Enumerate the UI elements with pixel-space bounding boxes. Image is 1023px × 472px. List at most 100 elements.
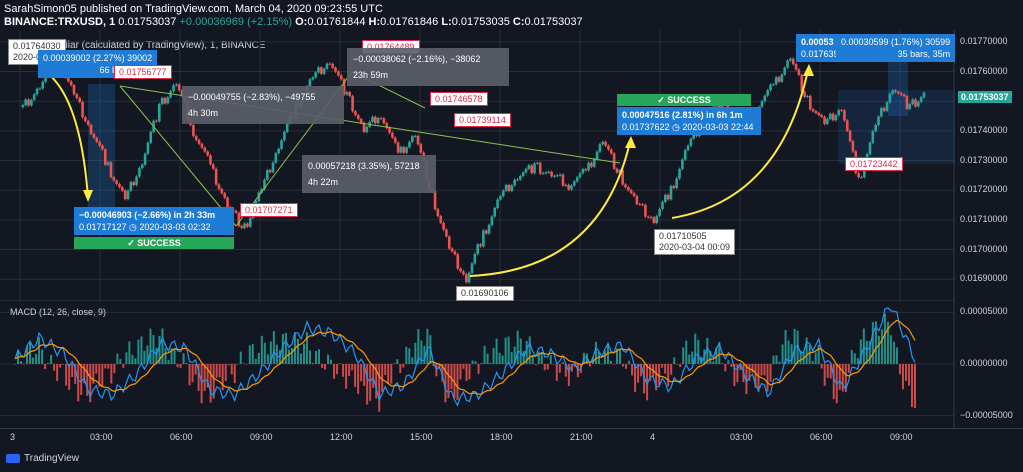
price-bar: [888, 93, 892, 103]
price-bar: [544, 172, 548, 174]
price-bar: [789, 58, 792, 61]
time-tick-label: 21:00: [570, 432, 593, 442]
price-bar: [359, 119, 363, 123]
macd-histogram-bar: [549, 355, 552, 364]
macd-histogram-bar: [685, 340, 688, 364]
macd-histogram-bar: [676, 364, 679, 365]
price-bar: [783, 67, 787, 75]
price-bar: [217, 184, 221, 189]
price-bar: [826, 118, 829, 124]
time-tick-label: 06:00: [170, 432, 193, 442]
macd-histogram-bar: [573, 364, 576, 367]
price-bar: [447, 236, 451, 249]
price-bar: [157, 104, 161, 122]
price-bar: [817, 113, 821, 115]
price-bar: [800, 74, 804, 92]
price-bar: [260, 189, 263, 193]
price-bar: [69, 81, 73, 86]
macd-histogram-bar: [673, 357, 676, 364]
price-bar: [791, 58, 795, 65]
time-tick-label: 15:00: [410, 432, 433, 442]
top-left-date: 2020-03-0: [13, 52, 55, 62]
gray2-b: 23h 59m: [353, 70, 389, 80]
macd-histogram-bar: [128, 341, 131, 364]
macd-histogram-bar: [838, 364, 841, 390]
price-bar: [519, 175, 522, 180]
price-bar: [413, 135, 417, 137]
price-bar: [496, 199, 499, 208]
price-bar: [328, 63, 332, 65]
macd-histogram-bar: [901, 364, 904, 390]
price-bar: [658, 208, 661, 216]
price-bar: [490, 216, 494, 225]
price-bar: [521, 172, 525, 176]
price-bar: [911, 99, 914, 105]
time-tick-label: 4: [650, 432, 656, 442]
macd-histogram-bar: [474, 361, 477, 364]
macd-histogram-bar: [910, 364, 913, 408]
macd-histogram-bar: [823, 364, 826, 386]
macd-histogram-bar: [477, 364, 480, 374]
macd-histogram-bar: [275, 344, 278, 364]
price-bar: [618, 170, 622, 173]
macd-histogram-bar: [272, 330, 275, 364]
price-bar: [553, 175, 556, 177]
macd-histogram-bar: [342, 364, 345, 377]
macd-histogram-bar: [221, 364, 224, 391]
macd-histogram-bar: [107, 364, 110, 369]
price-bar: [433, 190, 437, 210]
price-bar: [311, 77, 315, 80]
gray1-b: 4h 30m: [188, 108, 219, 118]
price-note-red5: 0.01707271: [240, 203, 298, 217]
macd-histogram-bar: [396, 359, 399, 364]
macd-histogram-bar: [640, 364, 643, 377]
price-bar: [21, 105, 25, 108]
macd-chart[interactable]: [0, 300, 955, 428]
macd-histogram-bar: [71, 364, 74, 377]
price-bar: [379, 118, 383, 120]
tradingview-logo[interactable]: TradingView: [6, 453, 79, 464]
price-bar: [129, 182, 133, 191]
price-bar: [334, 67, 337, 72]
macd-histogram-bar: [799, 350, 802, 364]
macd-histogram-bar: [721, 363, 724, 364]
price-bar: [391, 132, 394, 138]
macd-histogram-bar: [80, 364, 83, 395]
macd-histogram-bar: [597, 352, 600, 364]
macd-histogram-bar: [158, 335, 161, 364]
macd-histogram-bar: [417, 329, 420, 364]
macd-histogram-bar: [269, 341, 272, 364]
macd-histogram-bar: [880, 329, 883, 364]
macd-histogram-bar: [609, 361, 612, 364]
high-label: H:: [368, 16, 381, 28]
price-bar: [629, 190, 633, 194]
price-bar: [445, 229, 448, 237]
low-label: L:: [441, 16, 452, 28]
macd-histogram-bar: [808, 345, 811, 364]
price-bar: [38, 88, 42, 90]
price-bar: [246, 223, 249, 227]
price-bar: [374, 116, 377, 124]
macd-histogram-bar: [257, 352, 260, 364]
macd-histogram-bar: [489, 362, 492, 364]
price-bar: [115, 180, 118, 184]
price-bar: [769, 84, 772, 91]
macd-histogram-bar: [646, 364, 649, 401]
price-bar: [411, 136, 414, 142]
price-bar: [322, 68, 326, 74]
price-bar: [635, 195, 639, 205]
macd-histogram-bar: [531, 355, 534, 364]
macd-histogram-bar: [29, 342, 32, 364]
price-bar: [143, 153, 147, 165]
price-bar: [646, 216, 650, 218]
macd-histogram-bar: [348, 364, 351, 376]
price-bar: [459, 268, 462, 272]
price-bar: [453, 251, 457, 255]
macd-histogram-bar: [305, 332, 308, 364]
blue4-b: 35 bars, 35m: [897, 49, 951, 59]
macd-histogram-bar: [904, 364, 907, 381]
price-bar: [487, 224, 491, 234]
price-bar: [376, 118, 380, 124]
macd-histogram-bar: [907, 364, 910, 386]
price-bar: [837, 110, 841, 116]
